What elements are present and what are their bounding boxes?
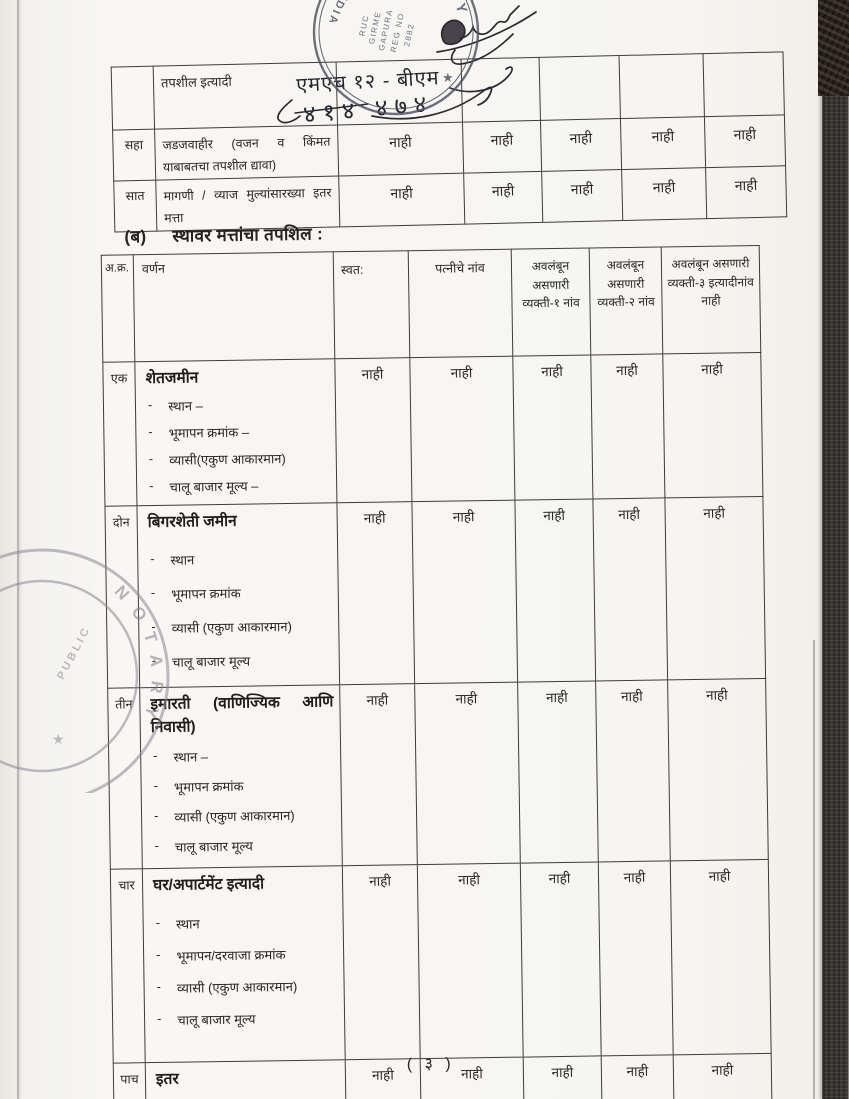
- value-cell: नाही: [590, 353, 665, 500]
- value-cell: नाही: [705, 165, 787, 219]
- page-number: ( ३ ): [406, 1055, 455, 1074]
- value-cell: नाही: [670, 859, 772, 1055]
- value-cell: नाही: [334, 357, 412, 504]
- detail-item: भूमापन क्रमांक –: [146, 422, 329, 443]
- asset-title: बिगरशेती जमीन: [147, 513, 237, 532]
- row-description: इतर (जसे मालमत्तेतील हितसंबंध): [145, 1059, 347, 1099]
- value-cell: नाही: [664, 496, 766, 680]
- section-header: (ब) स्थावर मत्तांचा तपशिल :: [124, 221, 323, 247]
- scan-edge-hairline: [813, 640, 815, 1099]
- value-cell: नाही: [620, 116, 706, 170]
- upper-assets-table: तपशील इत्यादी सहा जडजवाहीर (वजन व किंमत …: [111, 51, 788, 232]
- value-cell: नाही: [409, 356, 515, 502]
- asset-title: इमारती (वाणिज्यिक आणि निवासी): [150, 692, 334, 736]
- value-cell: नाही: [336, 501, 415, 685]
- value-cell: नाही: [338, 172, 465, 227]
- header-wife-name: पत्नीचे नांव: [408, 249, 513, 358]
- value-cell: नाही: [417, 863, 524, 1059]
- row-number: दोन: [104, 506, 140, 688]
- section-label: (ब): [124, 227, 147, 247]
- value-cell: नाही: [339, 683, 418, 866]
- value-cell: नाही: [667, 677, 769, 861]
- row-number: सहा: [112, 129, 156, 181]
- header-dependent-3: अवलंबून असणारी व्यक्ती-३ इत्यादीनांव नाह…: [661, 245, 761, 354]
- header-self: स्वत:: [333, 250, 410, 359]
- detail-item: चालू बाजार मूल्य: [155, 1009, 338, 1030]
- value-cell: नाही: [673, 1053, 773, 1099]
- scan-edge-band-top: [818, 0, 849, 96]
- main-row-four: चार घर/अपार्टमेंट इत्यादी स्थान भूमापन/द…: [110, 859, 772, 1064]
- row-description: शेतजमीन स्थान – भूमापन क्रमांक – व्यासी(…: [134, 358, 337, 507]
- upper-corner-cell: [111, 66, 155, 131]
- value-cell: नाही: [598, 860, 674, 1056]
- value-cell: नाही: [595, 679, 671, 862]
- detail-item: भूमापन क्रमांक: [152, 775, 335, 796]
- detail-item: व्यासी (एकुण आकारमान): [154, 977, 337, 998]
- detail-item: स्थान: [154, 913, 337, 934]
- immovable-assets-table: अ.क्र. वर्णन स्वत: पत्नीचे नांव अवलंबून …: [101, 245, 773, 1099]
- detail-item: स्थान: [148, 548, 331, 569]
- value-cell: नाही: [411, 500, 518, 684]
- asset-title: शेतजमीन: [145, 369, 199, 388]
- header-dependent-1: अवलंबून असणारी व्यक्ती-१ नांव: [511, 248, 591, 357]
- row-description: घर/अपार्टमेंट इत्यादी स्थान भूमापन/दरवाज…: [142, 865, 346, 1063]
- value-cell: नाही: [517, 680, 599, 864]
- value-cell: नाही: [520, 861, 602, 1058]
- detail-item: चालू बाजार मूल्य: [150, 650, 333, 671]
- main-row-one: एक शेतजमीन स्थान – भूमापन क्रमांक – व्या…: [102, 352, 763, 507]
- value-cell: नाही: [540, 118, 622, 172]
- value-cell: नाही: [704, 114, 786, 168]
- value-cell: नाही: [541, 169, 623, 222]
- value-cell: नाही: [414, 681, 521, 865]
- value-cell: नाही: [621, 167, 707, 221]
- header-sr: अ.क्र.: [101, 254, 135, 363]
- value-cell: नाही: [662, 352, 763, 499]
- value-cell: नाही: [342, 864, 421, 1060]
- header-dependent-2: अवलंबून असणारी व्यक्ती-२ नांव: [589, 246, 663, 356]
- detail-item: भूमापन क्रमांक: [149, 582, 332, 603]
- main-row-two: दोन बिगरशेती जमीन स्थान भूमापन क्रमांक व…: [104, 496, 766, 688]
- row-description: इमारती (वाणिज्यिक आणि निवासी) स्थान – भू…: [139, 684, 343, 869]
- header-description: वर्णन: [133, 251, 335, 362]
- detail-item: भूमापन/दरवाजा क्रमांक: [154, 945, 337, 966]
- row-description: जडजवाहीर (वजन व किंमत याबाबतचा तपशील द्य…: [154, 124, 339, 180]
- row-number: पाच: [113, 1062, 147, 1099]
- value-cell: नाही: [523, 1055, 603, 1099]
- upper-empty-cell: [461, 57, 541, 123]
- upper-empty-cell: [619, 53, 705, 119]
- main-row-three: तीन इमारती (वाणिज्यिक आणि निवासी) स्थान …: [107, 677, 769, 870]
- row-number: तीन: [107, 687, 143, 870]
- value-cell: नाही: [601, 1054, 675, 1099]
- detail-item: चालू बाजार मूल्य: [152, 835, 335, 856]
- detail-item: स्थान –: [146, 395, 329, 416]
- row-description: बिगरशेती जमीन स्थान भूमापन क्रमांक व्यास…: [136, 503, 340, 688]
- upper-empty-cell: [539, 55, 621, 121]
- value-cell: नाही: [592, 498, 668, 681]
- detail-item: व्यासी (एकुण आकारमान): [149, 616, 332, 637]
- value-cell: नाही: [514, 499, 596, 682]
- value-cell: नाही: [462, 120, 542, 173]
- detail-item: स्थान –: [151, 745, 334, 766]
- detail-item: चालू बाजार मूल्य –: [147, 476, 330, 497]
- detail-item: व्यासी (एकुण आकारमान): [152, 805, 335, 826]
- value-cell: नाही: [463, 171, 543, 224]
- scan-edge-band: [822, 0, 849, 1099]
- section-title: स्थावर मत्तांचा तपशिल :: [172, 224, 324, 246]
- value-cell: नाही: [337, 122, 464, 176]
- asset-title: इतर: [155, 1070, 179, 1089]
- row-number: एक: [102, 361, 137, 507]
- upper-empty-cell: [703, 51, 785, 117]
- value-cell: नाही: [512, 355, 593, 501]
- main-table-header-row: अ.क्र. वर्णन स्वत: पत्नीचे नांव अवलंबून …: [101, 245, 761, 363]
- asset-title: घर/अपार्टमेंट इत्यादी: [152, 875, 265, 895]
- detail-item: व्यासी(एकुण आकारमान): [147, 449, 330, 470]
- row-number: चार: [110, 868, 146, 1064]
